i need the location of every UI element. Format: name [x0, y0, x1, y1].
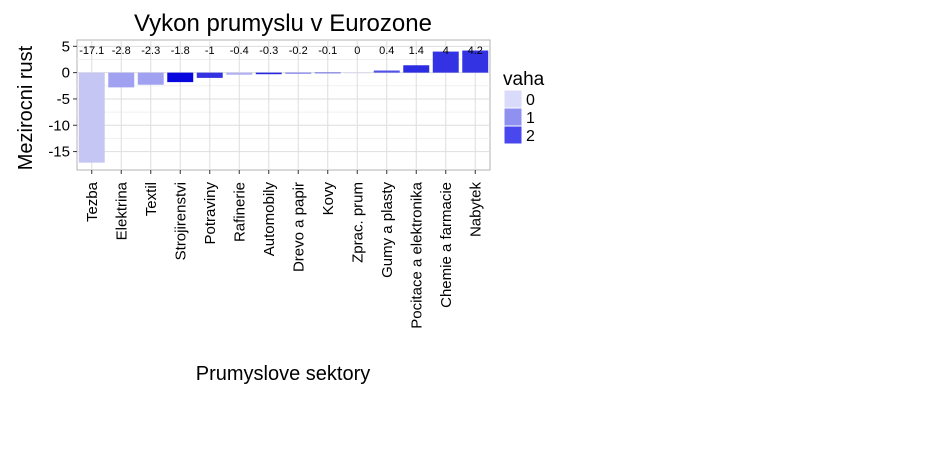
x-tick-label: Textil: [143, 182, 160, 216]
bar: [196, 72, 223, 78]
data-label: 0: [354, 45, 360, 57]
bar: [344, 72, 371, 74]
data-label: -1: [205, 45, 215, 57]
y-tick-label: 0: [62, 65, 70, 82]
data-label: -0.3: [259, 45, 278, 57]
y-tick-label: -15: [48, 144, 70, 161]
x-tick-label: Pocitace a elektronika: [408, 181, 425, 328]
bar: [137, 72, 164, 85]
legend-key: [503, 89, 523, 109]
x-tick-label: Rafinerie: [231, 182, 248, 242]
data-label: 4.2: [468, 45, 483, 57]
bar: [462, 50, 489, 73]
x-tick-label: Gumy a plasty: [379, 182, 396, 278]
data-label: -17.1: [79, 45, 104, 57]
y-tick-label: -10: [48, 117, 70, 134]
bars: [78, 50, 489, 163]
y-axis-title: Mezirocni rust: [15, 45, 37, 170]
legend-key: [503, 107, 523, 127]
x-tick-label: Chemie a farmacie: [438, 182, 455, 308]
bar: [78, 72, 105, 163]
x-axis-categories: Tezba Elektrina Textil Strojirenstvi Potravi…: [84, 170, 484, 329]
x-tick-label: Strojirenstvi: [172, 182, 189, 260]
x-tick-label: Automobily: [261, 182, 278, 257]
bar: [226, 72, 253, 75]
y-axis-ticks: 5 0 -5 -10 -15: [48, 38, 77, 161]
data-label: -0.4: [230, 45, 249, 57]
bar: [255, 72, 282, 75]
legend-label: 0: [526, 92, 535, 109]
data-label: -0.2: [289, 45, 308, 57]
data-label: -2.3: [141, 45, 160, 57]
bar: [432, 51, 459, 73]
chart-title: Vykon prumyslu v Eurozone: [134, 10, 432, 37]
x-tick-label: Nabytek: [467, 182, 484, 238]
x-tick-label: Zprac. prum: [349, 182, 366, 263]
legend-key: [503, 125, 523, 145]
legend-label: 1: [526, 110, 535, 127]
legend-label: 2: [526, 128, 535, 145]
y-tick-label: -5: [57, 91, 70, 108]
legend: vaha 012: [503, 69, 545, 145]
x-tick-label: Drevo a papir: [290, 182, 307, 272]
data-label: 0.4: [379, 45, 394, 57]
data-label: 1.4: [409, 45, 424, 57]
legend-title: vaha: [503, 69, 545, 90]
x-axis-title: Prumyslove sektory: [196, 363, 371, 385]
data-label: -1.8: [171, 45, 190, 57]
panel-background: [76, 39, 491, 171]
data-label: -0.1: [318, 45, 337, 57]
bar: [403, 65, 430, 73]
bar: [285, 72, 312, 74]
bar: [167, 72, 194, 83]
data-label: 4: [443, 45, 449, 57]
bar: [108, 72, 135, 88]
x-tick-label: Elektrina: [113, 181, 130, 240]
x-tick-label: Potraviny: [202, 182, 219, 245]
y-tick-label: 5: [62, 38, 70, 55]
x-tick-label: Tezba: [84, 181, 101, 222]
plot-panel: [76, 39, 491, 171]
x-tick-label: Kovy: [320, 182, 337, 216]
data-labels: -17.1 -2.8 -2.3 -1.8 -1 -0.4 -0.3 -0.2 -0.1 0 0.4 1…: [79, 45, 483, 57]
bar: [314, 72, 341, 74]
bar: [373, 70, 400, 73]
data-label: -2.8: [112, 45, 131, 57]
